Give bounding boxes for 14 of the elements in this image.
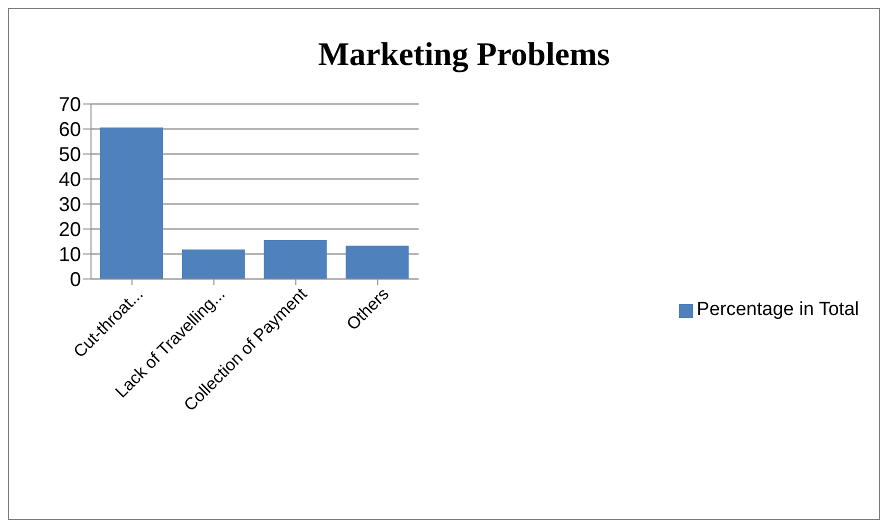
- y-tick-label: 70: [58, 94, 81, 116]
- y-tick-label: 0: [70, 269, 81, 292]
- y-tick-label: 10: [58, 244, 81, 266]
- bar: [100, 128, 163, 279]
- y-tick-label: 40: [58, 169, 81, 192]
- bar: [346, 246, 409, 279]
- y-tick-label: 20: [58, 219, 81, 242]
- chart-title: Marketing Problems: [317, 37, 611, 74]
- legend-label: Percentage in Total: [696, 299, 859, 320]
- y-tick-label: 30: [58, 194, 81, 216]
- bar: [182, 250, 245, 279]
- bar: [264, 240, 327, 279]
- y-tick-label: 60: [58, 119, 81, 142]
- y-tick-label: 50: [58, 144, 81, 166]
